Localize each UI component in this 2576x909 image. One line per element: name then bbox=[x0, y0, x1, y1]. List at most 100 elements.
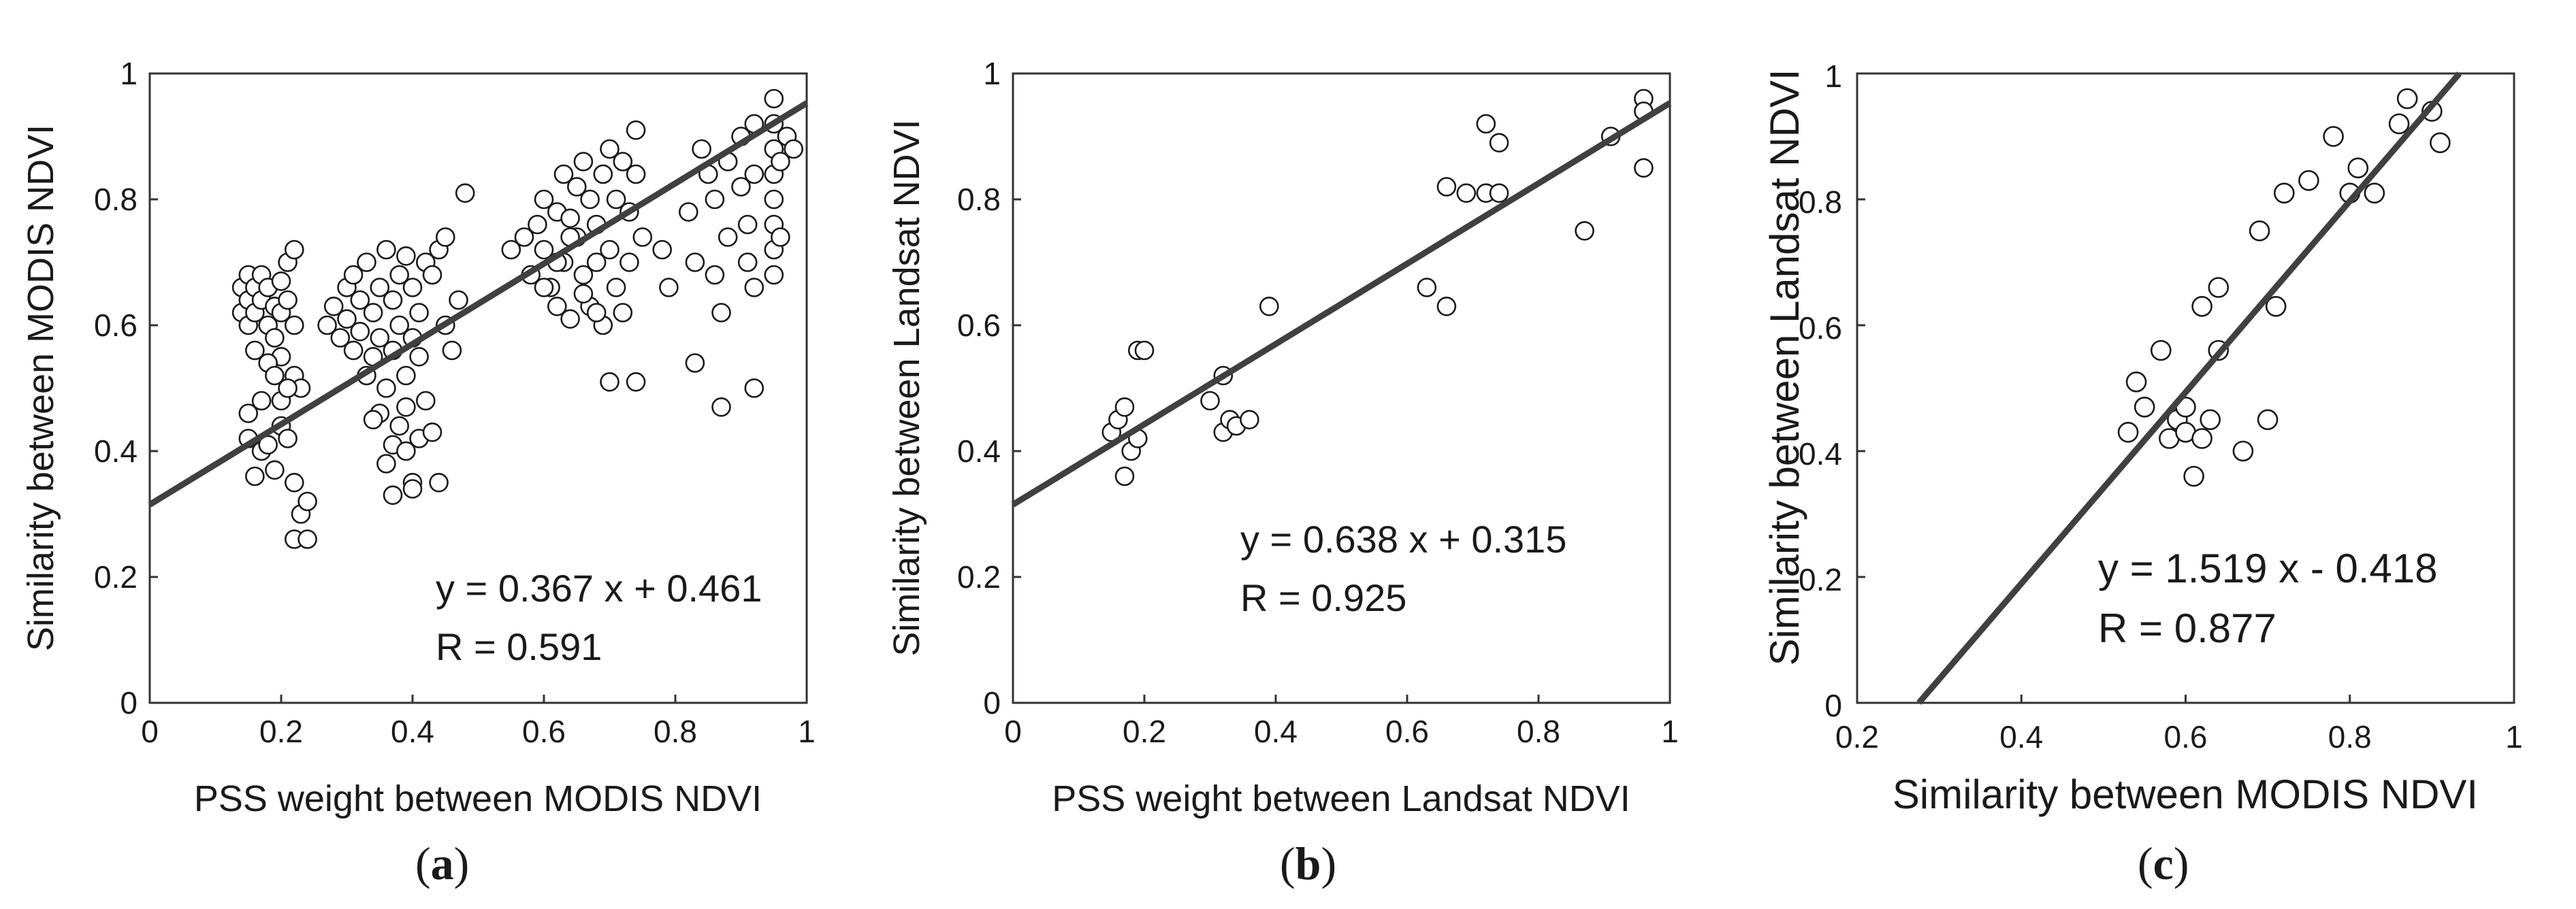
scatter-point bbox=[2265, 295, 2287, 317]
x-tick-label: 0.8 bbox=[654, 714, 697, 749]
scatter-point bbox=[1489, 183, 1509, 203]
scatter-point bbox=[2388, 113, 2410, 135]
scatter-point bbox=[402, 278, 423, 297]
x-tick-label: 0.4 bbox=[391, 714, 434, 749]
y-tick-label: 0 bbox=[120, 685, 138, 721]
scatter-point bbox=[396, 246, 416, 266]
panel-c-y-label: Similarity between Landsat NDVI bbox=[1762, 69, 1807, 665]
panel-b-plot-frame bbox=[1012, 72, 1671, 704]
panel-a: 0 0.2 0.4 0.6 0.8 1 0 0.2 0.4 0.6 0.8 1 PSS weight… bbox=[20, 56, 816, 889]
scatter-point bbox=[1436, 296, 1457, 316]
regression-line bbox=[148, 100, 809, 508]
scatter-point bbox=[1575, 220, 1594, 241]
scatter-point bbox=[1240, 410, 1259, 430]
scatter-point bbox=[705, 189, 725, 210]
scatter-point bbox=[2208, 277, 2229, 298]
scatter-point bbox=[711, 397, 731, 417]
scatter-point bbox=[389, 315, 410, 335]
scatter-point bbox=[600, 139, 619, 159]
panel-b-fit bbox=[1011, 100, 1672, 508]
scatter-point bbox=[455, 183, 475, 203]
scatter-point bbox=[1134, 340, 1155, 361]
scatter-point bbox=[265, 365, 285, 386]
scatter-point bbox=[337, 309, 357, 329]
x-tick-label: 0.8 bbox=[1517, 714, 1560, 749]
y-tick-label: 0.4 bbox=[957, 433, 1001, 469]
scatter-point bbox=[1489, 133, 1509, 153]
x-tick-label: 0.2 bbox=[1835, 719, 1879, 755]
y-tick-label: 0.6 bbox=[94, 308, 138, 343]
scatter-point bbox=[409, 346, 429, 367]
scatter-point bbox=[534, 189, 554, 210]
panel-c-r-value: R = 0.877 bbox=[2098, 606, 2276, 651]
panel-a-equation: y = 0.367 x + 0.461 bbox=[436, 567, 762, 610]
panel-a-caption-letter: a bbox=[431, 838, 454, 889]
scatter-point bbox=[370, 278, 390, 297]
scatter-point bbox=[2117, 421, 2139, 443]
scatter-point bbox=[265, 460, 285, 480]
scatter-point bbox=[593, 164, 613, 184]
panel-c: 0.2 0.4 0.6 0.8 1 00.20.40.60.81 Similarity … bbox=[1762, 59, 2523, 889]
scatter-point bbox=[245, 340, 265, 361]
scatter-point bbox=[718, 227, 738, 247]
x-tick-label: 0.2 bbox=[1123, 714, 1166, 749]
x-tick-label: 0 bbox=[1004, 714, 1022, 749]
scatter-point bbox=[376, 454, 396, 474]
scatter-point bbox=[357, 252, 376, 272]
x-tick-label: 0.6 bbox=[2164, 719, 2208, 755]
panel-b-equation: y = 0.638 x + 0.315 bbox=[1240, 518, 1566, 561]
scatter-point bbox=[553, 164, 574, 184]
scatter-point bbox=[2323, 126, 2344, 147]
scatter-point bbox=[534, 278, 554, 297]
scatter-point bbox=[2191, 295, 2212, 317]
scatter-point bbox=[626, 120, 646, 140]
scatter-point bbox=[449, 290, 468, 310]
scatter-point bbox=[764, 88, 784, 109]
x-tick-label: 1 bbox=[1661, 714, 1679, 749]
scatter-point bbox=[297, 529, 317, 549]
scatter-point bbox=[764, 189, 784, 210]
scatter-point bbox=[744, 164, 764, 184]
panel-a-caption: (a) bbox=[415, 838, 469, 889]
scatter-point bbox=[376, 239, 396, 260]
scatter-point bbox=[278, 429, 297, 448]
scatter-point bbox=[2191, 428, 2212, 449]
scatter-point bbox=[685, 353, 705, 373]
scatter-point bbox=[383, 290, 403, 310]
scatter-point bbox=[2430, 132, 2451, 154]
x-tick-label: 0.8 bbox=[2328, 719, 2372, 755]
scatter-point bbox=[613, 303, 633, 323]
scatter-point bbox=[737, 252, 758, 272]
scatter-point bbox=[619, 252, 639, 272]
scatter-point bbox=[744, 378, 764, 398]
x-tick-label: 0.6 bbox=[1385, 714, 1429, 749]
scatter-point bbox=[606, 278, 626, 297]
scatter-point bbox=[692, 139, 711, 159]
y-tick-label: 0.8 bbox=[94, 182, 138, 217]
scatter-point bbox=[363, 410, 383, 430]
y-tick-label: 0.2 bbox=[1799, 562, 1842, 597]
scatter-point bbox=[1634, 158, 1654, 178]
scatter-point bbox=[422, 265, 442, 285]
scatter-point bbox=[2134, 396, 2155, 418]
y-tick-label: 0.6 bbox=[1799, 310, 1842, 346]
scatter-point bbox=[2257, 409, 2279, 431]
regression-line bbox=[1916, 71, 2462, 705]
scatter-point bbox=[573, 152, 594, 171]
scatter-point bbox=[2274, 182, 2295, 204]
scatter-point bbox=[613, 152, 633, 171]
scatter-point bbox=[560, 309, 580, 329]
scatter-point bbox=[376, 378, 396, 398]
scatter-point bbox=[632, 227, 653, 247]
scatter-point bbox=[547, 296, 567, 316]
scatter-point bbox=[409, 303, 429, 323]
scatter-point bbox=[1436, 177, 1457, 197]
scatter-point bbox=[528, 214, 547, 235]
scatter-point bbox=[238, 403, 259, 423]
scatter-point bbox=[514, 227, 534, 247]
scatter-point bbox=[566, 177, 587, 197]
scatter-point bbox=[2183, 465, 2204, 487]
scatter-point bbox=[560, 208, 580, 229]
